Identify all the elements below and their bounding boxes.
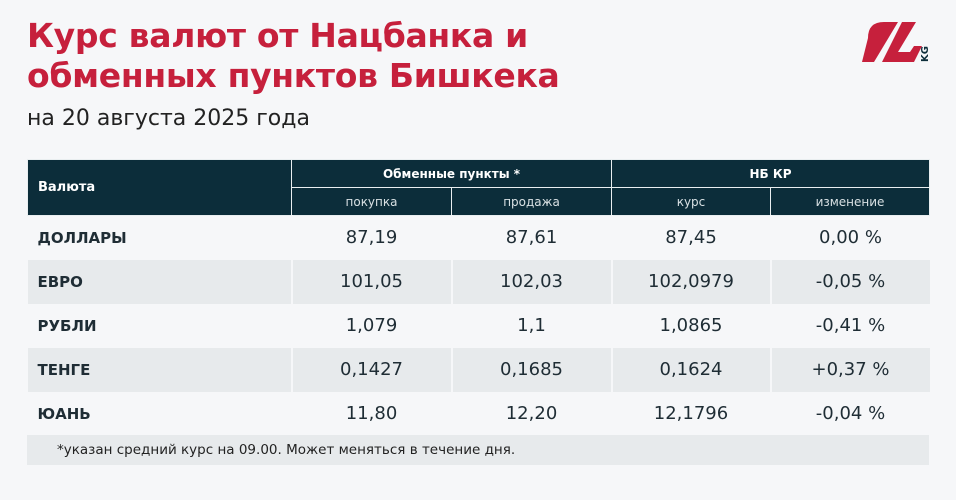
buy-value: 101,05: [290, 259, 452, 304]
nb-rate-value: 0,1624: [610, 347, 771, 392]
24kg-logo: KG: [862, 22, 931, 62]
nb-rate-value: 1,0865: [610, 303, 771, 348]
header-rate: курс: [611, 187, 771, 216]
nb-change-value: -0,05 %: [769, 259, 930, 304]
nb-change-value: -0,41 %: [769, 303, 930, 348]
sell-value: 102,03: [450, 259, 612, 304]
table-row: РУБЛИ 1,079 1,1 1,0865 -0,41 %: [28, 303, 930, 348]
subtitle-date: на 20 августа 2025 года: [27, 106, 310, 131]
nb-change-value: +0,37 %: [769, 347, 930, 392]
nb-rate-value: 102,0979: [610, 259, 771, 304]
currency-table: Валюта Обменные пункты * НБ КР покупка п…: [27, 159, 931, 436]
footnote: *указан средний курс на 09.00. Может мен…: [27, 435, 929, 465]
header-currency: Валюта: [27, 159, 292, 216]
header-exchange-points: Обменные пункты *: [291, 159, 612, 188]
buy-value: 1,079: [290, 303, 452, 348]
currency-name: ДОЛЛАРЫ: [37, 228, 127, 247]
sell-value: 87,61: [450, 215, 612, 260]
svg-text:KG: KG: [920, 46, 931, 62]
header-nb-kr: НБ КР: [610, 159, 931, 188]
table-row: ЕВРО 101,05 102,03 102,0979 -0,05 %: [27, 259, 930, 304]
sell-value: 0,1685: [450, 347, 612, 392]
title-line-1: Курс валют от Нацбанка и: [27, 16, 528, 55]
header-change: изменение: [769, 187, 931, 216]
currency-name: ЕВРО: [27, 259, 292, 304]
buy-value: 87,19: [290, 215, 452, 260]
nb-change-value: 0,00 %: [769, 215, 930, 260]
buy-value: 11,80: [290, 391, 452, 436]
table-row: ТЕНГЕ 0,1427 0,1685 0,1624 +0,37 %: [27, 347, 930, 392]
table-row: ЮАНЬ 11,80 12,20 12,1796 -0,04 %: [28, 391, 930, 436]
buy-value: 0,1427: [290, 347, 452, 392]
sell-value: 1,1: [450, 303, 612, 348]
title-line-2: обменных пунктов Бишкека: [27, 56, 560, 95]
currency-name: ЮАНЬ: [37, 404, 91, 423]
header-sell: продажа: [451, 187, 612, 216]
page-title: Курс валют от Нацбанка и обменных пункто…: [27, 16, 560, 96]
header-buy: покупка: [291, 187, 452, 216]
currency-name: ТЕНГЕ: [27, 347, 292, 392]
sell-value: 12,20: [450, 391, 612, 436]
nb-rate-value: 87,45: [610, 215, 771, 260]
nb-rate-value: 12,1796: [610, 391, 771, 436]
currency-name: РУБЛИ: [37, 316, 97, 335]
nb-change-value: -0,04 %: [769, 391, 930, 436]
table-row: ДОЛЛАРЫ 87,19 87,61 87,45 0,00 %: [28, 215, 930, 260]
